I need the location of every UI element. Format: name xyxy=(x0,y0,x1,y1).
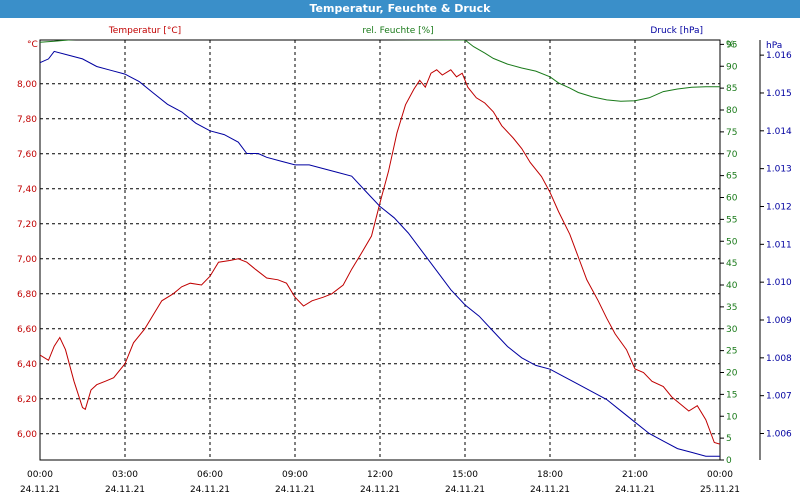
humidity-legend-label: rel. Feuchte [%] xyxy=(362,26,433,36)
x-tick-time: 21:00 xyxy=(622,470,648,480)
x-tick-time: 00:00 xyxy=(707,470,733,480)
humidity-tick-label: 45 xyxy=(726,259,737,269)
chart-title: Temperatur, Feuchte & Druck xyxy=(0,0,800,18)
humidity-tick-label: 55 xyxy=(726,215,737,225)
chart-axes xyxy=(39,39,764,461)
humidity-tick-label: 85 xyxy=(726,84,737,94)
humidity-tick-label: 80 xyxy=(726,106,738,116)
pressure-tick-label: 1.014 xyxy=(766,127,792,137)
temperature-unit-label: °C xyxy=(27,40,38,50)
humidity-series-line xyxy=(40,40,720,102)
x-tick-date: 24.11.21 xyxy=(360,485,400,495)
pressure-unit-label: hPa xyxy=(766,41,782,51)
x-tick-time: 03:00 xyxy=(112,470,138,480)
humidity-unit-label: % xyxy=(726,40,735,50)
humidity-tick-label: 50 xyxy=(726,237,738,247)
temperature-tick-label: 6,40 xyxy=(17,360,37,370)
x-tick-time: 15:00 xyxy=(452,470,478,480)
x-tick-date: 24.11.21 xyxy=(105,485,145,495)
humidity-tick-label: 20 xyxy=(726,369,738,379)
humidity-tick-label: 90 xyxy=(726,62,738,72)
pressure-tick-label: 1.007 xyxy=(766,392,792,402)
x-tick-date: 24.11.21 xyxy=(20,485,60,495)
humidity-tick-label: 95 xyxy=(726,40,737,50)
humidity-tick-label: 5 xyxy=(726,434,732,444)
humidity-tick-label: 75 xyxy=(726,128,737,138)
x-tick-date: 24.11.21 xyxy=(445,485,485,495)
humidity-tick-label: 25 xyxy=(726,347,737,357)
x-tick-time: 09:00 xyxy=(282,470,308,480)
temperature-tick-label: 6,00 xyxy=(17,430,37,440)
pressure-tick-label: 1.016 xyxy=(766,51,792,61)
humidity-tick-label: 30 xyxy=(726,325,738,335)
x-tick-date: 24.11.21 xyxy=(275,485,315,495)
chart-tick-labels: 00:00 24.11.21 03:00 24.11.21 06:00 24.11.21 0… xyxy=(17,40,792,495)
x-tick-time: 00:00 xyxy=(27,470,53,480)
chart-legend: Temperatur [°C] rel. Feuchte [%] Druck [hP… xyxy=(108,26,703,36)
temperature-tick-label: 7,00 xyxy=(17,255,37,265)
humidity-tick-label: 0 xyxy=(726,456,732,466)
pressure-tick-label: 1.015 xyxy=(766,89,792,99)
pressure-tick-label: 1.013 xyxy=(766,165,792,175)
chart-series xyxy=(40,40,720,457)
x-tick-time: 06:00 xyxy=(197,470,223,480)
pressure-legend-label: Druck [hPa] xyxy=(650,26,703,36)
humidity-tick-label: 35 xyxy=(726,303,737,313)
pressure-tick-label: 1.011 xyxy=(766,240,792,250)
humidity-tick-label: 40 xyxy=(726,281,738,291)
temperature-legend-label: Temperatur [°C] xyxy=(108,26,181,36)
x-tick-time: 18:00 xyxy=(537,470,563,480)
pressure-series-line xyxy=(40,50,720,457)
x-tick-time: 12:00 xyxy=(367,470,393,480)
temperature-tick-label: 8,00 xyxy=(17,80,37,90)
humidity-tick-label: 65 xyxy=(726,172,737,182)
temperature-tick-label: 6,60 xyxy=(17,325,37,335)
pressure-tick-label: 1.010 xyxy=(766,278,792,288)
humidity-tick-label: 70 xyxy=(726,150,738,160)
temperature-tick-label: 7,80 xyxy=(17,115,37,125)
pressure-tick-label: 1.012 xyxy=(766,202,792,212)
pressure-tick-label: 1.008 xyxy=(766,354,792,364)
humidity-tick-label: 10 xyxy=(726,412,738,422)
x-tick-date: 24.11.21 xyxy=(190,485,230,495)
temperature-tick-label: 6,80 xyxy=(17,290,37,300)
temperature-tick-label: 6,20 xyxy=(17,395,37,405)
x-tick-date: 24.11.21 xyxy=(615,485,655,495)
temperature-tick-label: 7,20 xyxy=(17,220,37,230)
temperature-series-line xyxy=(40,69,720,445)
pressure-tick-label: 1.006 xyxy=(766,430,792,440)
pressure-tick-label: 1.009 xyxy=(766,316,792,326)
temperature-tick-label: 7,60 xyxy=(17,150,37,160)
x-tick-date: 24.11.21 xyxy=(530,485,570,495)
plot-frame xyxy=(39,39,721,461)
x-tick-date: 25.11.21 xyxy=(700,485,740,495)
chart-grid xyxy=(40,40,720,460)
humidity-tick-label: 15 xyxy=(726,390,737,400)
temperature-tick-label: 7,40 xyxy=(17,185,37,195)
humidity-tick-label: 60 xyxy=(726,194,738,204)
